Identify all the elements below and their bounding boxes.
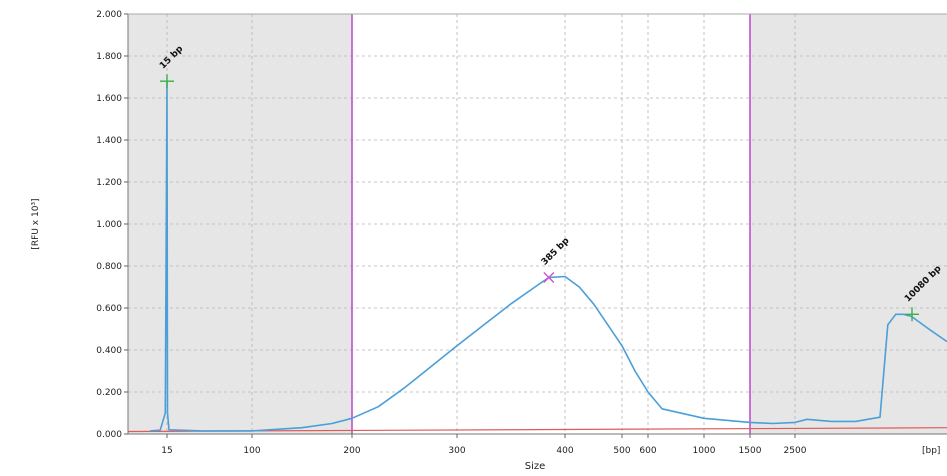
x-ticks: 15 100 200 300 400 500 600 1000 1500 2500 — [161, 434, 807, 456]
x-tick-label: 200 — [343, 446, 360, 456]
y-tick-label: 1.200 — [96, 178, 122, 188]
y-tick-label: 0.200 — [96, 388, 122, 398]
y-ticks: 0.000 0.200 0.400 0.600 0.800 1.000 1.200 1.400… — [96, 10, 128, 440]
x-axis-label: Size — [525, 461, 546, 472]
y-axis-label: [RFU x 10³] — [31, 198, 41, 249]
y-tick-label: 0.400 — [96, 346, 122, 356]
y-tick-label: 1.000 — [96, 220, 122, 230]
x-tick-label: 300 — [448, 446, 465, 456]
y-tick-label: 0.800 — [96, 262, 122, 272]
peak-marker — [543, 272, 555, 284]
series-line — [149, 80, 947, 432]
y-tick-label: 1.600 — [96, 94, 122, 104]
x-tick-label: 100 — [243, 446, 260, 456]
excluded-region-left — [128, 14, 352, 434]
x-tick-label: 500 — [613, 446, 630, 456]
y-tick-label: 1.800 — [96, 52, 122, 62]
y-tick-label: 0.600 — [96, 304, 122, 314]
x-tick-label: 600 — [639, 446, 656, 456]
y-tick-label: 0.000 — [96, 430, 122, 440]
region-markers — [351, 14, 751, 434]
y-tick-label: 2.000 — [96, 10, 122, 20]
y-tick-label: 1.400 — [96, 136, 122, 146]
x-tick-label: 1500 — [739, 446, 762, 456]
series — [149, 80, 947, 432]
x-tick-label: 1000 — [693, 446, 716, 456]
x-tick-label: 15 — [161, 446, 172, 456]
x-tick-label: 400 — [556, 446, 573, 456]
x-unit-label: [bp] — [922, 446, 940, 456]
x-tick-label: 2500 — [784, 446, 807, 456]
